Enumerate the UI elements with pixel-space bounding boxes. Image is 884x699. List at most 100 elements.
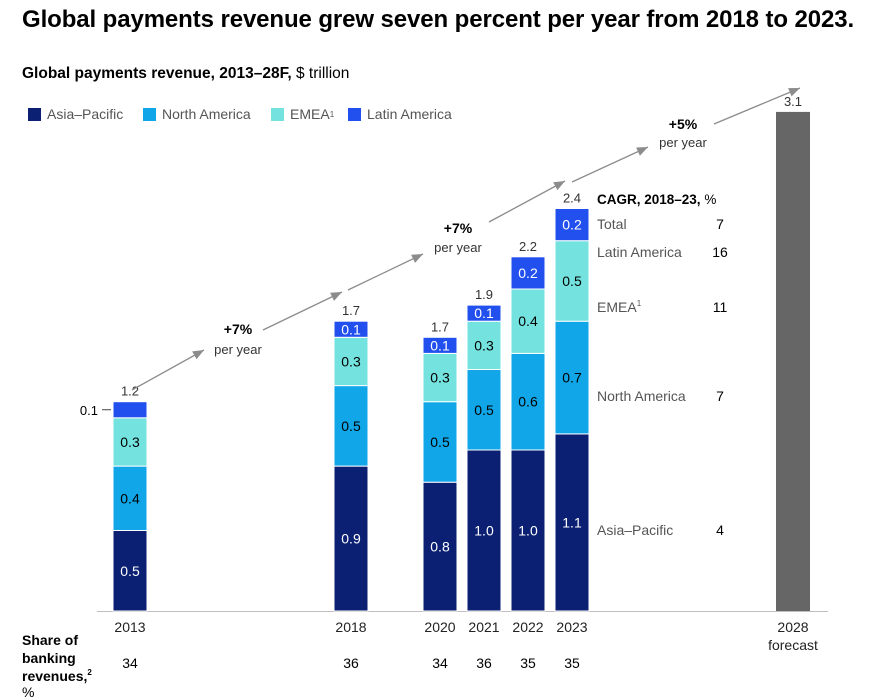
cagr-title-unit: % (704, 192, 716, 207)
x-tick-label-2022-4: 2022 (512, 619, 543, 635)
bar-2028-forecast (776, 111, 810, 612)
bar-2023-latin-america (554, 208, 590, 242)
growth-rate-2018-2023: +7% (444, 220, 473, 236)
legend-item-emea: EMEA 1 (271, 105, 334, 123)
segment-label-2022-latin-america: 0.2 (518, 265, 538, 281)
share-label-line-1: banking (22, 650, 76, 666)
segment-label-2020-north-america: 0.5 (430, 434, 450, 450)
share-label-line-3: % (22, 684, 34, 699)
bar-2013-latin-america (112, 401, 148, 419)
bar-2022-north-america (510, 352, 546, 451)
growth-arrow-2018-2023-end-line (488, 180, 566, 223)
share-value-2020: 34 (432, 655, 448, 671)
cagr-row-value-latin-america: 16 (712, 244, 728, 260)
growth-rate-2023-2028: +5% (669, 116, 698, 132)
segment-label-2023-north-america: 0.7 (562, 370, 582, 386)
bar-2021-asia-pacific (466, 449, 502, 612)
bar-2023-asia-pacific (554, 433, 590, 612)
bar-2020-asia-pacific (422, 481, 458, 612)
bar-2018-latin-america (333, 320, 369, 338)
bar-2021-latin-america (466, 304, 502, 322)
segment-label-2022-north-america: 0.6 (518, 394, 538, 410)
segment-label-2023-asia-pacific: 1.1 (562, 514, 582, 530)
total-label-2023: 2.4 (563, 191, 581, 206)
growth-text-2013-2018: per year (214, 342, 262, 357)
legend-swatch-emea (271, 107, 284, 121)
cagr-row-label-latin-america: Latin America (597, 244, 682, 260)
segment-label-2022-asia-pacific: 1.0 (518, 523, 538, 539)
share-value-2018: 36 (343, 655, 359, 671)
segment-label-2013-emea: 0.3 (120, 434, 140, 450)
segment-label-2018-asia-pacific: 0.9 (341, 531, 361, 547)
cagr-row-label-total: Total (597, 216, 627, 232)
share-value-2022: 35 (520, 655, 536, 671)
bar-2020-north-america (422, 401, 458, 483)
cagr-row-label-north-america: North America (597, 388, 686, 404)
segment-label-2013-north-america: 0.4 (120, 490, 140, 506)
bar-2018-emea (333, 336, 369, 387)
total-label-2013: 1.2 (121, 384, 139, 399)
x-tick-label-2020-2: 2020 (424, 619, 455, 635)
cagr-table-title: CAGR, 2018–23, % (597, 192, 716, 207)
chart-headline: Global payments revenue grew seven perce… (22, 6, 855, 33)
legend-swatch-latin-america (348, 107, 361, 121)
x-tick-label-2023-5: 2023 (556, 619, 587, 635)
legend-footnote-emea: 1 (329, 109, 335, 119)
growth-arrow-2018-2023-part1-head (330, 292, 342, 301)
segment-label-2018-emea: 0.3 (341, 353, 361, 369)
growth-arrow-2023-2028-start-line (571, 146, 649, 183)
share-label-line-2: revenues,2 (22, 668, 92, 684)
segment-label-2018-latin-america: 0.1 (341, 321, 361, 337)
chart-subtitle: Global payments revenue, 2013–28F, $ tri… (22, 65, 349, 83)
cagr-row-label-emea: EMEA1 (597, 299, 642, 315)
segment-label-2021-emea: 0.3 (474, 337, 494, 353)
legend-swatch-north-america (143, 107, 156, 121)
segment-label-2020-asia-pacific: 0.8 (430, 539, 450, 555)
chart-subtitle-bold: Global payments revenue, 2013–28F, (22, 65, 292, 82)
total-label-2028-forecast: 3.1 (784, 94, 802, 109)
segment-label-2021-north-america: 0.5 (474, 402, 494, 418)
bar-2020-latin-america (422, 336, 458, 354)
total-label-2018: 1.7 (342, 303, 360, 318)
bar-2020-emea (422, 352, 458, 403)
growth-rate-2013-2018: +7% (224, 321, 253, 337)
cagr-row-value-asia-pacific: 4 (716, 522, 724, 538)
cagr-row-value-emea: 11 (713, 299, 728, 315)
share-value-2021: 36 (476, 655, 492, 671)
x-tick-label-2018-1: 2018 (335, 619, 366, 635)
share-label-footnote: 2 (87, 668, 92, 677)
segment-label-2013-latin-america: 0.1 (80, 403, 98, 418)
segment-label-2023-emea: 0.5 (562, 273, 582, 289)
total-label-2021: 1.9 (475, 287, 493, 302)
segment-label-2023-latin-america: 0.2 (562, 217, 582, 233)
growth-arrow-2013-2018-head (192, 350, 204, 360)
cagr-row-footnote-emea: 1 (637, 299, 642, 308)
bar-2021-emea (466, 320, 502, 371)
bar-2021-north-america (466, 369, 502, 451)
legend-label-north-america: North America (162, 106, 251, 122)
legend-swatch-asia-pacific (28, 107, 41, 121)
legend-label-asia-pacific: Asia–Pacific (47, 106, 124, 122)
share-value-2023: 35 (564, 655, 580, 671)
cagr-row-value-total: 7 (716, 216, 724, 232)
growth-arrow-2018-2023-part2-start-line (347, 253, 424, 291)
legend-label-emea: EMEA (290, 106, 330, 122)
growth-text-2023-2028: per year (659, 135, 707, 150)
segment-label-2020-latin-america: 0.1 (430, 337, 450, 353)
share-label-line-0: Share of (22, 632, 78, 648)
growth-arrow-2023-2028-end-head (788, 88, 800, 97)
segment-label-2013-asia-pacific: 0.5 (120, 563, 140, 579)
cagr-row-value-north-america: 7 (716, 388, 724, 404)
share-value-2013: 34 (122, 655, 138, 671)
total-label-2020: 1.7 (431, 319, 449, 334)
segment-label-2022-emea: 0.4 (518, 313, 538, 329)
segment-label-2021-latin-america: 0.1 (474, 305, 494, 321)
bar-2022-latin-america (510, 256, 546, 290)
bar-2018-north-america (333, 385, 369, 467)
x-tick-label-2028-6: 2028 (777, 619, 808, 635)
segment-label-2020-emea: 0.3 (430, 370, 450, 386)
segment-label-2018-north-america: 0.5 (341, 418, 361, 434)
growth-arrow-2018-2023-part1-line (262, 291, 343, 331)
growth-arrow-2013-2018-line (131, 349, 205, 391)
total-label-2022: 2.2 (519, 239, 537, 254)
